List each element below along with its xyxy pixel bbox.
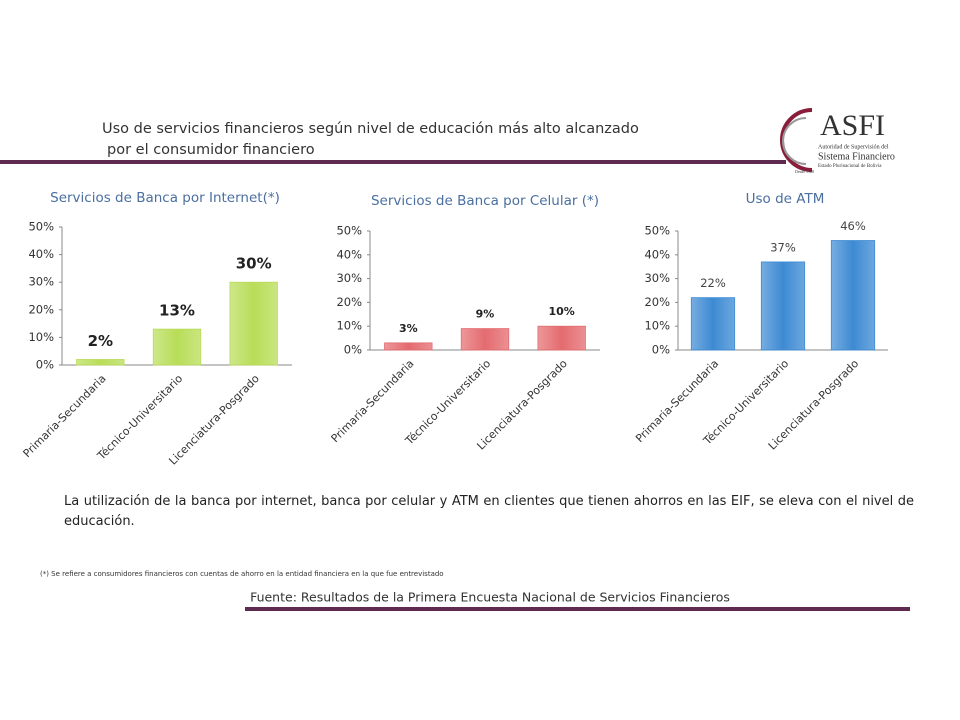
y-tick-label: 30% [336,271,362,285]
y-tick-label: 10% [644,319,670,333]
bar [229,281,278,366]
bar [76,359,125,366]
y-tick-label: 50% [28,220,54,234]
value-label: 30% [236,255,272,273]
value-label: 9% [476,308,495,321]
y-tick-label: 30% [28,275,54,289]
logo-text: Autoridad de Supervisión del [818,144,889,150]
y-tick-label: 0% [36,358,54,372]
bar [830,240,876,351]
bar [537,325,586,351]
chart-title: Servicios de Banca por Internet(*) [50,190,280,206]
logo-name: ASFI [820,109,885,142]
x-tick-label: Licenciatura-Posgrado [166,372,262,468]
y-tick-label: 0% [652,343,670,357]
logo-text: Estado Plurinacional de Bolivia [818,164,882,169]
x-tick-label: Licenciatura-Posgrado [474,357,570,453]
x-tick-label: Técnico-Universitario [402,357,493,448]
value-label: 13% [159,302,195,320]
bar [760,261,806,351]
y-tick-label: 50% [336,224,362,238]
logo-arc [782,117,807,165]
x-tick-label: Técnico-Universitario [94,372,185,463]
y-tick-label: 20% [644,295,670,309]
y-tick-label: 10% [28,330,54,344]
header-title: por el consumidor financiero [107,142,315,158]
y-tick-label: 40% [336,247,362,261]
y-tick-label: 40% [644,247,670,261]
paragraph: La utilización de la banca por internet,… [64,494,914,529]
logo-text: Sistema Financiero [818,151,895,162]
value-label: 3% [399,322,418,335]
value-label: 22% [700,276,726,290]
bar [690,297,736,351]
value-label: 37% [770,240,796,254]
value-label: 2% [88,332,113,350]
bar [384,342,433,351]
x-tick-label: Primaria-Secundaria [21,372,109,460]
source: Fuente: Resultados de la Primera Encuest… [250,590,730,605]
value-label: 10% [548,305,574,318]
chart-title: Servicios de Banca por Celular (*) [371,193,599,209]
logo: ASFI Autoridad de Supervisión del Sistem… [780,108,895,174]
logo-text: Desde 1928 [795,169,814,174]
y-tick-label: 50% [644,224,670,238]
bar [152,328,202,366]
bar [460,328,510,351]
y-tick-label: 0% [344,343,362,357]
y-tick-label: 10% [336,319,362,333]
y-tick-label: 20% [28,302,54,316]
y-tick-label: 40% [28,247,54,261]
x-tick-label: Primaria-Secundaria [329,357,417,445]
chart-title: Uso de ATM [746,191,825,207]
y-tick-label: 30% [644,271,670,285]
y-tick-label: 20% [336,295,362,309]
header-title: Uso de servicios financieros según nivel… [102,121,639,137]
footnote: (*) Se refiere a consumidores financiero… [40,570,444,578]
value-label: 46% [840,219,866,233]
